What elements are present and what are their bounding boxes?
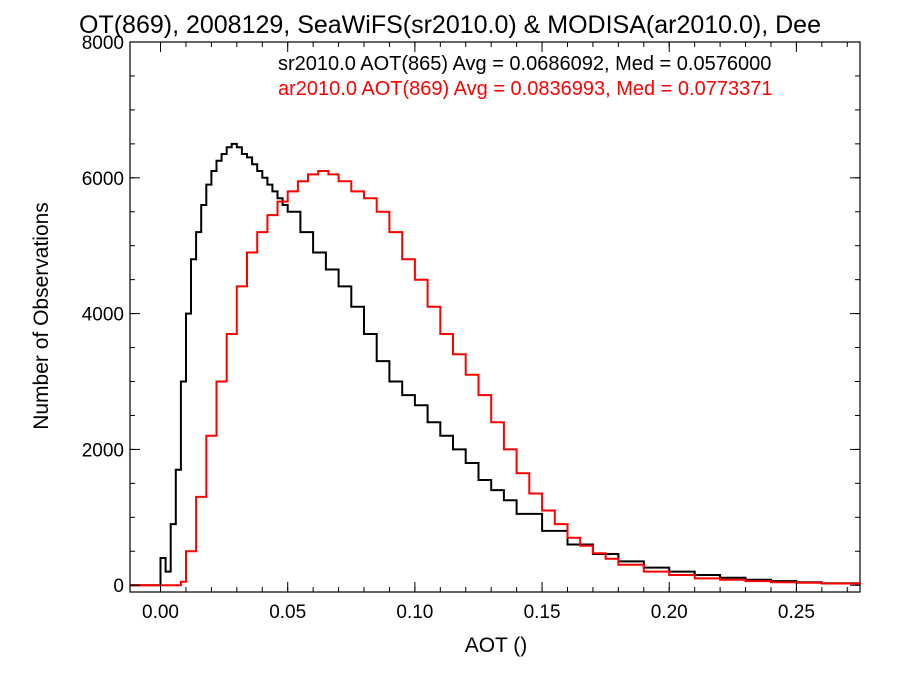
series-line-1	[130, 170, 861, 587]
y-axis: 0 2000 4000 6000 8000	[82, 33, 860, 597]
plot-frame	[129, 41, 861, 593]
plot-area: 0.00 0.05 0.10 0.15 0.20 0.25 0 2000 4000 6000 80…	[82, 33, 861, 623]
y-axis-label: Number of Observations	[30, 202, 53, 430]
x-axis-label: AOT ()	[465, 634, 528, 657]
y-tick-label: 8000	[82, 33, 124, 54]
y-tick-label: 0	[113, 576, 124, 597]
y-tick-label: 4000	[82, 305, 124, 326]
x-tick-label: 0.15	[524, 602, 561, 623]
x-tick-label: 0.05	[269, 602, 306, 623]
y-tick-label: 2000	[82, 440, 124, 461]
series-layer	[130, 142, 861, 587]
annotation-red: ar2010.0 AOT(869) Avg = 0.0836993, Med =…	[278, 78, 772, 100]
series-line-0	[130, 142, 861, 587]
chart-title: OT(869), 2008129, SeaWiFS(sr2010.0) & MO…	[79, 11, 821, 39]
annotation-black: sr2010.0 AOT(865) Avg = 0.0686092, Med =…	[278, 53, 771, 75]
x-axis: 0.00 0.05 0.10 0.15 0.20 0.25	[142, 42, 848, 623]
x-tick-label: 0.00	[142, 602, 179, 623]
x-tick-label: 0.20	[651, 602, 688, 623]
x-tick-label: 0.25	[778, 602, 815, 623]
x-tick-label: 0.10	[396, 602, 433, 623]
y-tick-label: 6000	[82, 169, 124, 190]
